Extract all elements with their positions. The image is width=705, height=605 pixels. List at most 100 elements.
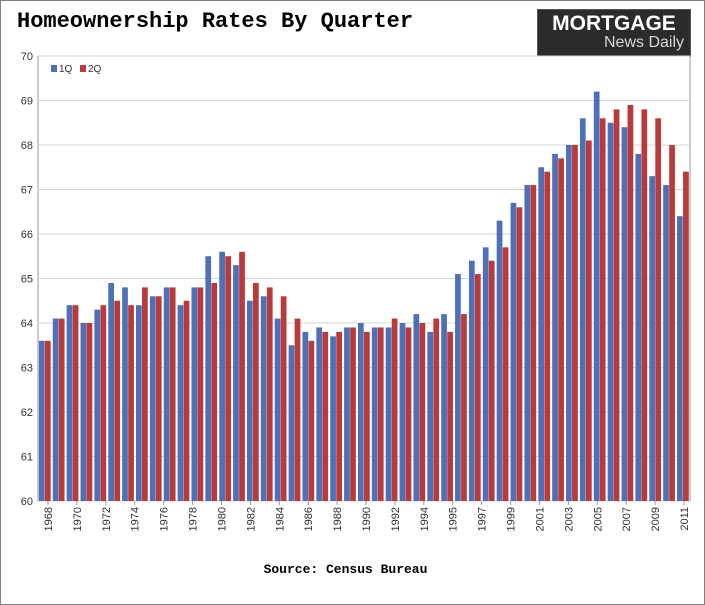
bar-1Q-5 [108, 282, 114, 501]
legend-label-2Q: 2Q [88, 64, 102, 75]
x-tick-label: 2003 [563, 507, 575, 531]
bar-1Q-2 [66, 305, 73, 501]
bar-2Q-32 [488, 260, 495, 501]
bar-1Q-31 [468, 260, 475, 501]
bar-1Q-17 [274, 318, 281, 501]
bar-1Q-16 [260, 296, 267, 501]
bar-2Q-4 [100, 305, 107, 501]
x-tick-label: 1980 [216, 507, 228, 531]
bar-2Q-19 [308, 340, 315, 501]
bar-2Q-45 [669, 145, 675, 501]
bar-2Q-14 [239, 251, 245, 501]
bar-2Q-37 [558, 158, 564, 501]
bar-2Q-0 [44, 340, 51, 501]
x-tick-label: 1982 [245, 507, 257, 531]
bar-1Q-25 [385, 327, 392, 501]
y-tick-label: 61 [21, 452, 33, 464]
bar-1Q-30 [455, 274, 461, 501]
bar-1Q-39 [579, 118, 586, 502]
bar-2Q-26 [405, 327, 412, 501]
bar-1Q-6 [122, 287, 128, 501]
x-tick-label: 1992 [390, 507, 402, 531]
y-tick-label: 62 [21, 407, 33, 419]
legend-swatch-1Q [51, 65, 57, 72]
bar-2Q-7 [142, 287, 148, 501]
bar-2Q-3 [86, 323, 93, 501]
bar-1Q-10 [177, 305, 184, 501]
y-tick-label: 66 [21, 229, 33, 241]
bar-1Q-24 [371, 327, 378, 501]
x-tick-label: 1978 [188, 507, 200, 531]
bar-2Q-27 [419, 323, 426, 501]
bar-1Q-34 [510, 202, 517, 501]
bar-2Q-15 [253, 282, 259, 501]
bar-1Q-27 [413, 314, 420, 501]
bar-2Q-13 [225, 256, 232, 501]
bar-2Q-38 [572, 145, 578, 501]
bar-2Q-35 [530, 185, 537, 502]
bar-2Q-5 [114, 300, 121, 501]
x-tick-label: 2009 [650, 507, 662, 531]
logo-wordmark: MORTGAGE [552, 12, 676, 35]
bar-2Q-33 [502, 247, 509, 501]
bar-1Q-28 [427, 331, 434, 501]
legend-swatch-2Q [80, 65, 86, 72]
chart-title: Homeownership Rates By Quarter [17, 9, 414, 34]
bar-1Q-37 [552, 153, 558, 501]
bar-2Q-34 [516, 207, 523, 502]
bar-1Q-7 [136, 305, 142, 501]
bar-1Q-11 [191, 287, 198, 501]
bar-1Q-4 [94, 309, 101, 501]
bar-2Q-24 [377, 327, 384, 501]
bar-2Q-31 [474, 274, 481, 501]
bar-2Q-10 [183, 300, 190, 501]
x-tick-label: 1984 [274, 507, 286, 531]
bar-1Q-42 [621, 127, 628, 501]
x-tick-label: 1972 [101, 507, 113, 531]
bar-1Q-32 [482, 247, 489, 501]
bar-2Q-2 [72, 305, 79, 501]
y-tick-label: 70 [21, 51, 33, 63]
x-tick-label: 1988 [332, 507, 344, 531]
x-tick-label: 1999 [506, 507, 518, 531]
y-tick-label: 65 [21, 274, 33, 286]
bar-1Q-12 [205, 256, 212, 501]
bar-2Q-23 [364, 331, 370, 501]
bar-1Q-35 [524, 185, 531, 502]
bar-1Q-43 [635, 153, 642, 501]
bar-2Q-22 [350, 327, 356, 501]
bar-2Q-20 [322, 331, 329, 501]
bar-2Q-44 [655, 118, 662, 502]
y-tick-label: 64 [21, 318, 33, 330]
bar-1Q-45 [663, 185, 669, 502]
bar-2Q-17 [280, 296, 287, 501]
y-tick-label: 68 [21, 140, 33, 152]
bar-1Q-38 [566, 145, 572, 501]
x-tick-label: 1974 [130, 507, 142, 531]
legend-label-1Q: 1Q [59, 64, 73, 75]
bar-1Q-22 [344, 327, 350, 501]
bar-2Q-21 [336, 331, 342, 501]
x-tick-label: 2005 [592, 507, 604, 531]
x-tick-label: 1976 [159, 507, 171, 531]
y-tick-label: 69 [21, 96, 33, 108]
bar-2Q-30 [461, 314, 467, 501]
bar-1Q-40 [593, 91, 600, 501]
x-tick-label: 2011 [679, 507, 691, 531]
bar-2Q-6 [128, 305, 134, 501]
bar-1Q-15 [246, 300, 253, 501]
bar-1Q-0 [38, 340, 45, 501]
x-tick-label: 1968 [43, 507, 55, 531]
bar-2Q-40 [599, 118, 606, 502]
x-tick-label: 1986 [303, 507, 315, 531]
x-tick-label: 1990 [361, 507, 373, 531]
bar-2Q-29 [447, 331, 453, 501]
bar-1Q-23 [357, 323, 364, 501]
bar-1Q-21 [330, 336, 336, 501]
bar-2Q-39 [585, 140, 592, 502]
bar-1Q-13 [219, 251, 225, 501]
bar-2Q-36 [544, 171, 551, 501]
bar-2Q-41 [613, 109, 620, 502]
bar-2Q-1 [58, 318, 65, 501]
